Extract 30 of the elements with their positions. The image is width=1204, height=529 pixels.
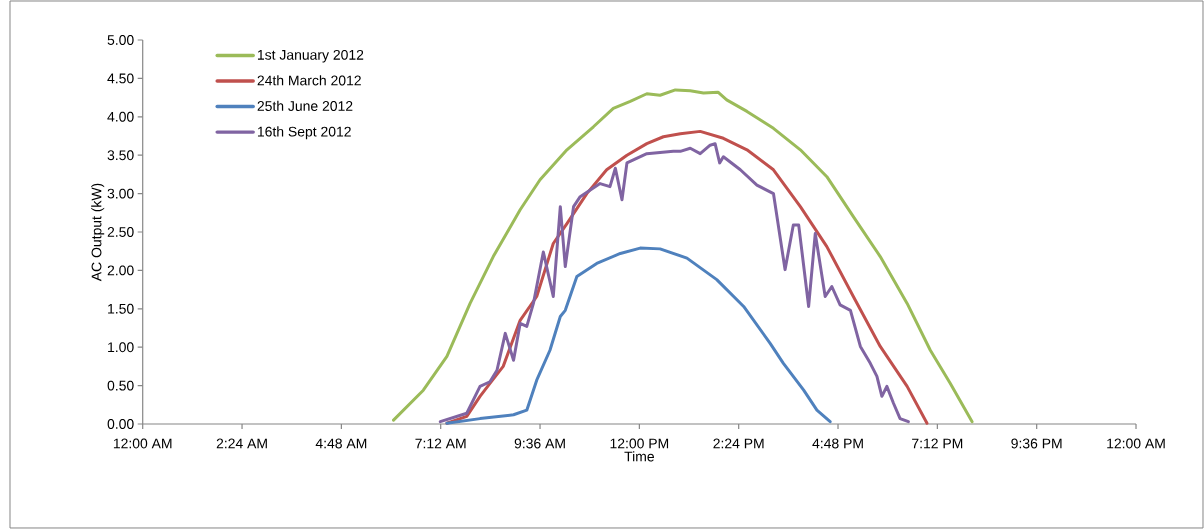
y-axis-title: AC Output (kW)	[91, 183, 105, 282]
x-tick-label: 9:36 PM	[1011, 438, 1062, 449]
x-tick-label: 7:12 PM	[912, 438, 963, 449]
y-tick-label: 3.00	[107, 188, 134, 199]
y-tick-label: 0.00	[107, 419, 134, 429]
y-tick-label: 0.50	[107, 380, 134, 391]
y-tick-label: 5.00	[107, 35, 134, 45]
legend-label: 16th Sept 2012	[257, 126, 351, 140]
y-tick-label: 1.50	[108, 303, 134, 314]
y-tick-label: 3.50	[107, 150, 134, 161]
line-series	[445, 246, 832, 425]
y-tick-label: 4.00	[107, 111, 134, 122]
y-tick-label: 2.50	[107, 227, 134, 237]
legend-label: 25th June 2012	[257, 100, 353, 111]
y-tick-label: 2.00	[107, 265, 134, 276]
x-tick-label: 7:12 AM	[415, 438, 466, 449]
y-tick-label: 1.00	[108, 342, 134, 353]
legend-label: 24th March 2012	[257, 75, 361, 86]
line-series	[392, 88, 974, 424]
x-tick-label: 12:00 AM	[113, 438, 172, 449]
legend-label: 1st January 2012	[257, 49, 364, 63]
x-tick-label: 12:00 AM	[1107, 438, 1165, 449]
x-tick-label: 2:24 PM	[713, 438, 764, 449]
x-tick-label: 4:48 PM	[812, 438, 863, 449]
x-tick-label: 4:48 AM	[315, 438, 367, 449]
x-axis-title: Time	[624, 451, 654, 462]
x-tick-label: 9:36 AM	[514, 438, 565, 449]
x-tick-label: 12:00 PM	[610, 438, 669, 449]
y-tick-label: 4.50	[107, 73, 134, 84]
x-tick-label: 2:24 AM	[216, 438, 267, 449]
